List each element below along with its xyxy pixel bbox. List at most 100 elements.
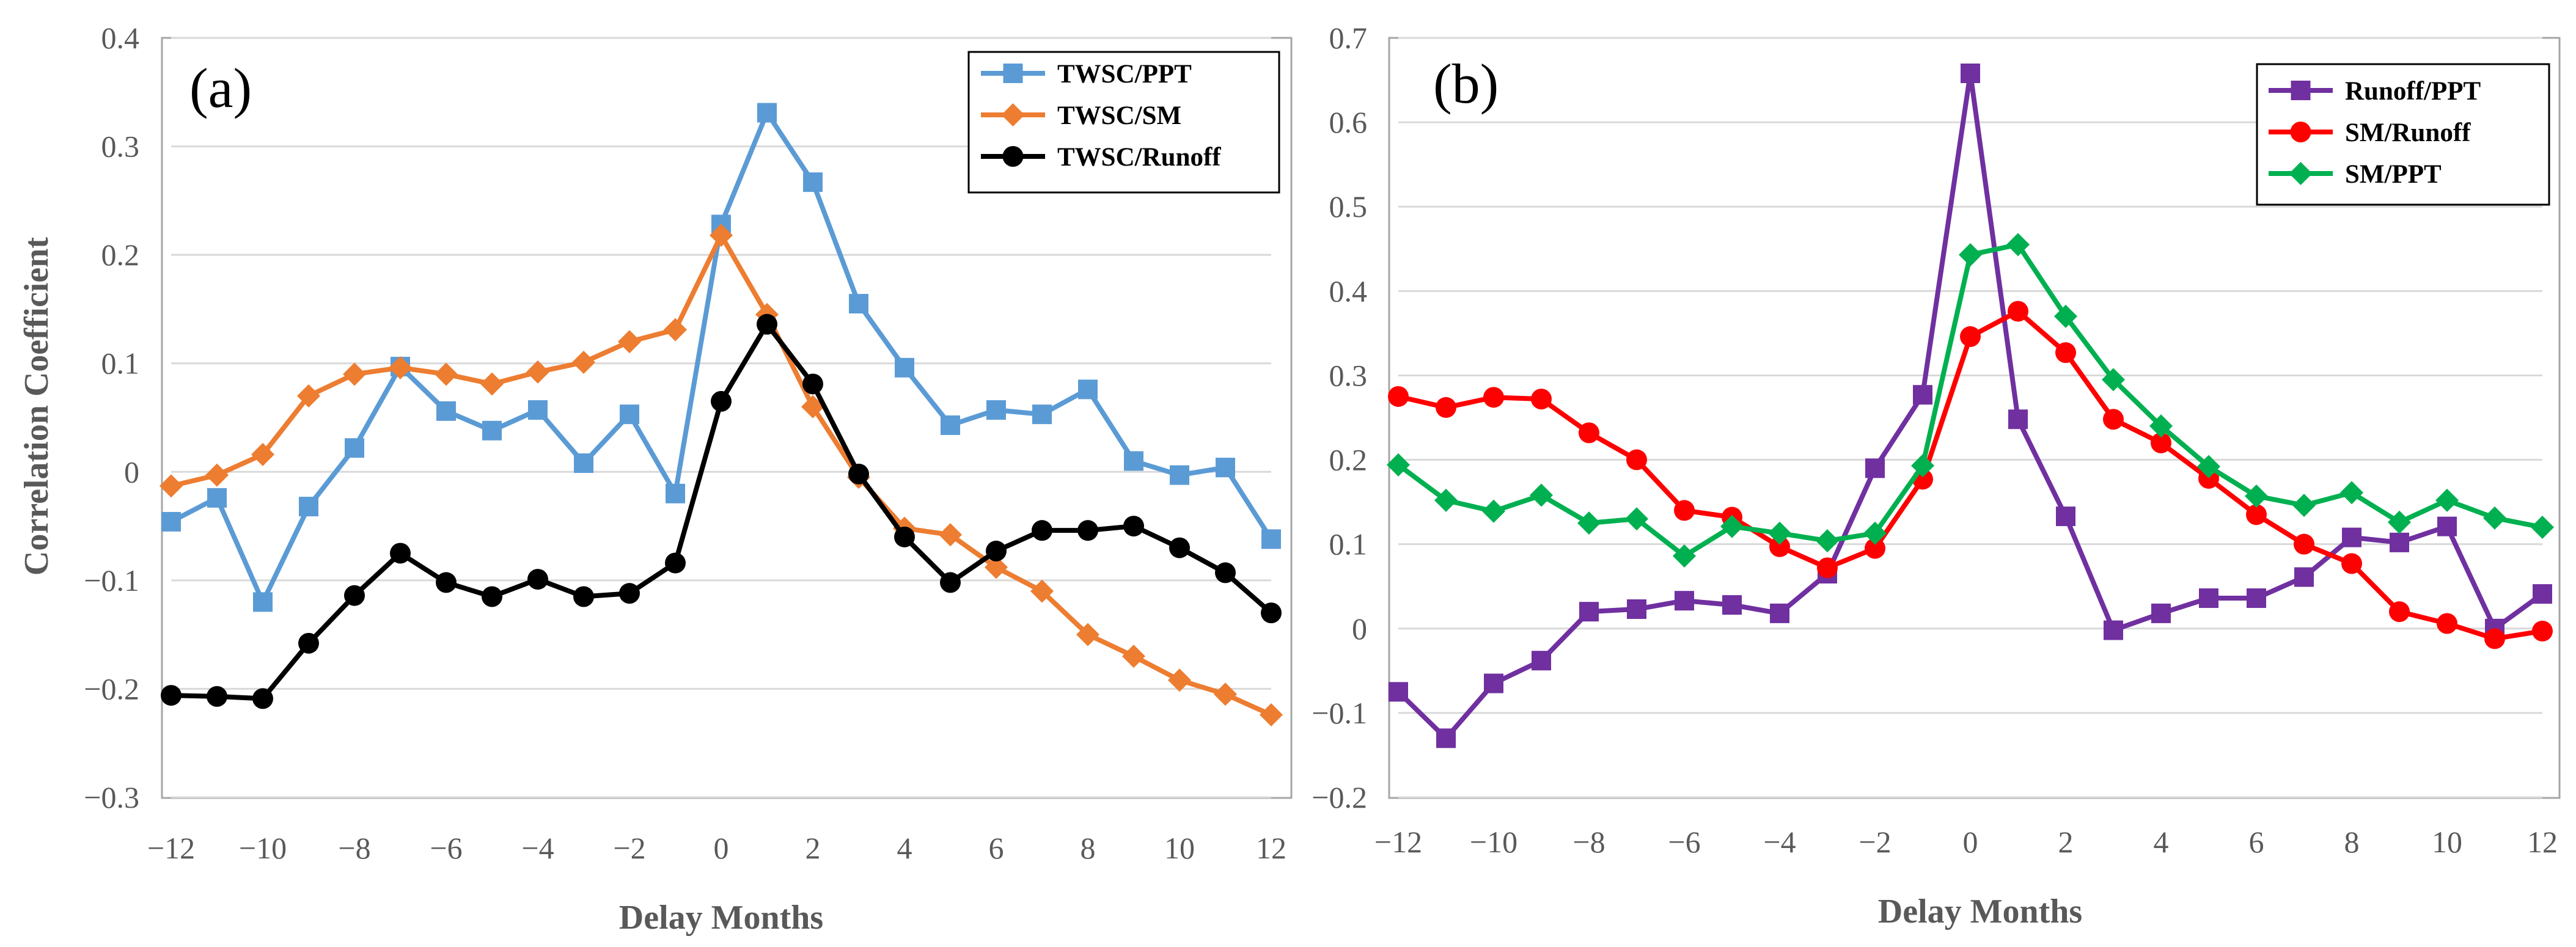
data-point [939, 523, 962, 547]
data-point [849, 294, 868, 314]
data-point [345, 438, 364, 458]
data-point [572, 350, 595, 374]
data-point [2008, 409, 2028, 430]
y-tick-label: 0.4 [101, 21, 140, 55]
data-point [573, 586, 594, 607]
data-point [1769, 536, 1790, 557]
y-tick-label: 0.1 [1329, 527, 1368, 561]
data-point [802, 373, 823, 395]
data-point [1722, 595, 1742, 615]
data-point [161, 685, 182, 706]
data-point [2008, 301, 2028, 322]
y-tick-label: 0.4 [1329, 274, 1368, 308]
x-tick-label: 4 [897, 831, 912, 865]
data-point [1911, 454, 1934, 478]
data-point [1960, 326, 1981, 347]
data-point [1387, 453, 1410, 477]
legend-entry-runoff-ppt: Runoff/PPT [2269, 77, 2481, 106]
data-point [253, 592, 273, 612]
data-point [1389, 682, 1408, 702]
data-point [2437, 516, 2457, 536]
data-point [205, 463, 229, 487]
data-point [1030, 579, 1054, 603]
x-tick-label: 8 [2344, 825, 2360, 859]
data-point [710, 224, 733, 247]
y-tick-label: −0.1 [1312, 696, 1367, 730]
data-point [2531, 516, 2554, 539]
x-tick-label: 0 [1963, 825, 1978, 859]
data-point [1865, 538, 1885, 559]
legend-label: TWSC/PPT [1057, 60, 1192, 89]
data-point [527, 569, 548, 590]
data-point [2151, 432, 2171, 453]
data-point [1123, 516, 1144, 537]
data-point [801, 395, 824, 419]
data-point [2197, 455, 2220, 478]
data-point [1817, 557, 1838, 579]
y-tick-label: 0.3 [101, 130, 140, 164]
legend-entry-sm-runoff: SM/Runoff [2269, 119, 2471, 147]
data-point [297, 384, 320, 408]
y-tick-label: 0.7 [1329, 21, 1368, 55]
x-tick-label: −8 [338, 831, 370, 865]
y-tick-label: 0.2 [1329, 443, 1368, 477]
x-tick-label: 12 [1256, 831, 1286, 865]
x-tick-label: 2 [2058, 825, 2074, 859]
data-point [1579, 422, 1599, 444]
data-point [343, 362, 366, 386]
data-point [1436, 728, 1456, 748]
data-point [1032, 520, 1052, 541]
data-point [1532, 651, 1551, 671]
data-point [664, 318, 687, 342]
data-point [482, 420, 502, 441]
data-point [2483, 506, 2506, 530]
x-tick-label: 2 [805, 831, 821, 865]
data-point [757, 313, 777, 335]
data-point [2294, 567, 2314, 587]
data-point [2245, 484, 2268, 508]
data-point [2388, 510, 2411, 534]
data-point [1434, 488, 1458, 512]
y-tick-label: 0 [1352, 612, 1367, 646]
data-point [1627, 599, 1646, 620]
panel-label-b: (b) [1433, 53, 1499, 115]
series-group [160, 103, 1283, 727]
data-point [2340, 481, 2363, 505]
data-point [1865, 458, 1885, 478]
data-point [2103, 409, 2124, 430]
x-tick-label: −10 [1470, 825, 1517, 859]
panel-a: (a) Correlation Coefficient Delay Months… [18, 21, 1293, 937]
data-point [1863, 521, 1887, 545]
data-point [711, 390, 732, 412]
data-point [1260, 703, 1283, 727]
data-point [1577, 511, 1601, 535]
data-point [1483, 387, 1504, 408]
x-ticks: −12 −10 −8 −6 −4 −2 0 2 4 6 8 10 12 [1374, 825, 2558, 859]
data-point [666, 483, 685, 503]
data-point [1388, 386, 1409, 407]
legend-entry-twsc-runoff: TWSC/Runoff [981, 143, 1221, 172]
legend-marker [1001, 103, 1025, 126]
x-tick-label: 10 [1164, 831, 1195, 865]
data-point [2341, 553, 2362, 574]
data-point [2389, 601, 2410, 623]
data-point [436, 572, 457, 593]
y-tick-label: −0.2 [1312, 780, 1367, 814]
y-tick-label: 0 [124, 455, 139, 489]
legend-marker [1003, 64, 1023, 83]
x-axis-title: Delay Months [619, 899, 823, 937]
x-axis-title: Delay Months [1878, 893, 2082, 931]
y-tick-label: 0.2 [101, 238, 140, 272]
data-point [757, 103, 777, 123]
data-point [986, 540, 1007, 561]
legend-entry-twsc-sm: TWSC/SM [981, 101, 1181, 130]
x-ticks: −12 −10 −8 −6 −4 −2 0 2 4 6 8 10 12 [147, 831, 1286, 865]
data-point [480, 372, 504, 396]
data-point [618, 330, 641, 354]
data-point [2055, 342, 2076, 364]
data-point [389, 356, 412, 379]
data-point [1961, 64, 1980, 84]
data-point [665, 552, 686, 574]
data-point [1530, 483, 1553, 507]
y-axis-title: Correlation Coefficient [18, 237, 56, 576]
